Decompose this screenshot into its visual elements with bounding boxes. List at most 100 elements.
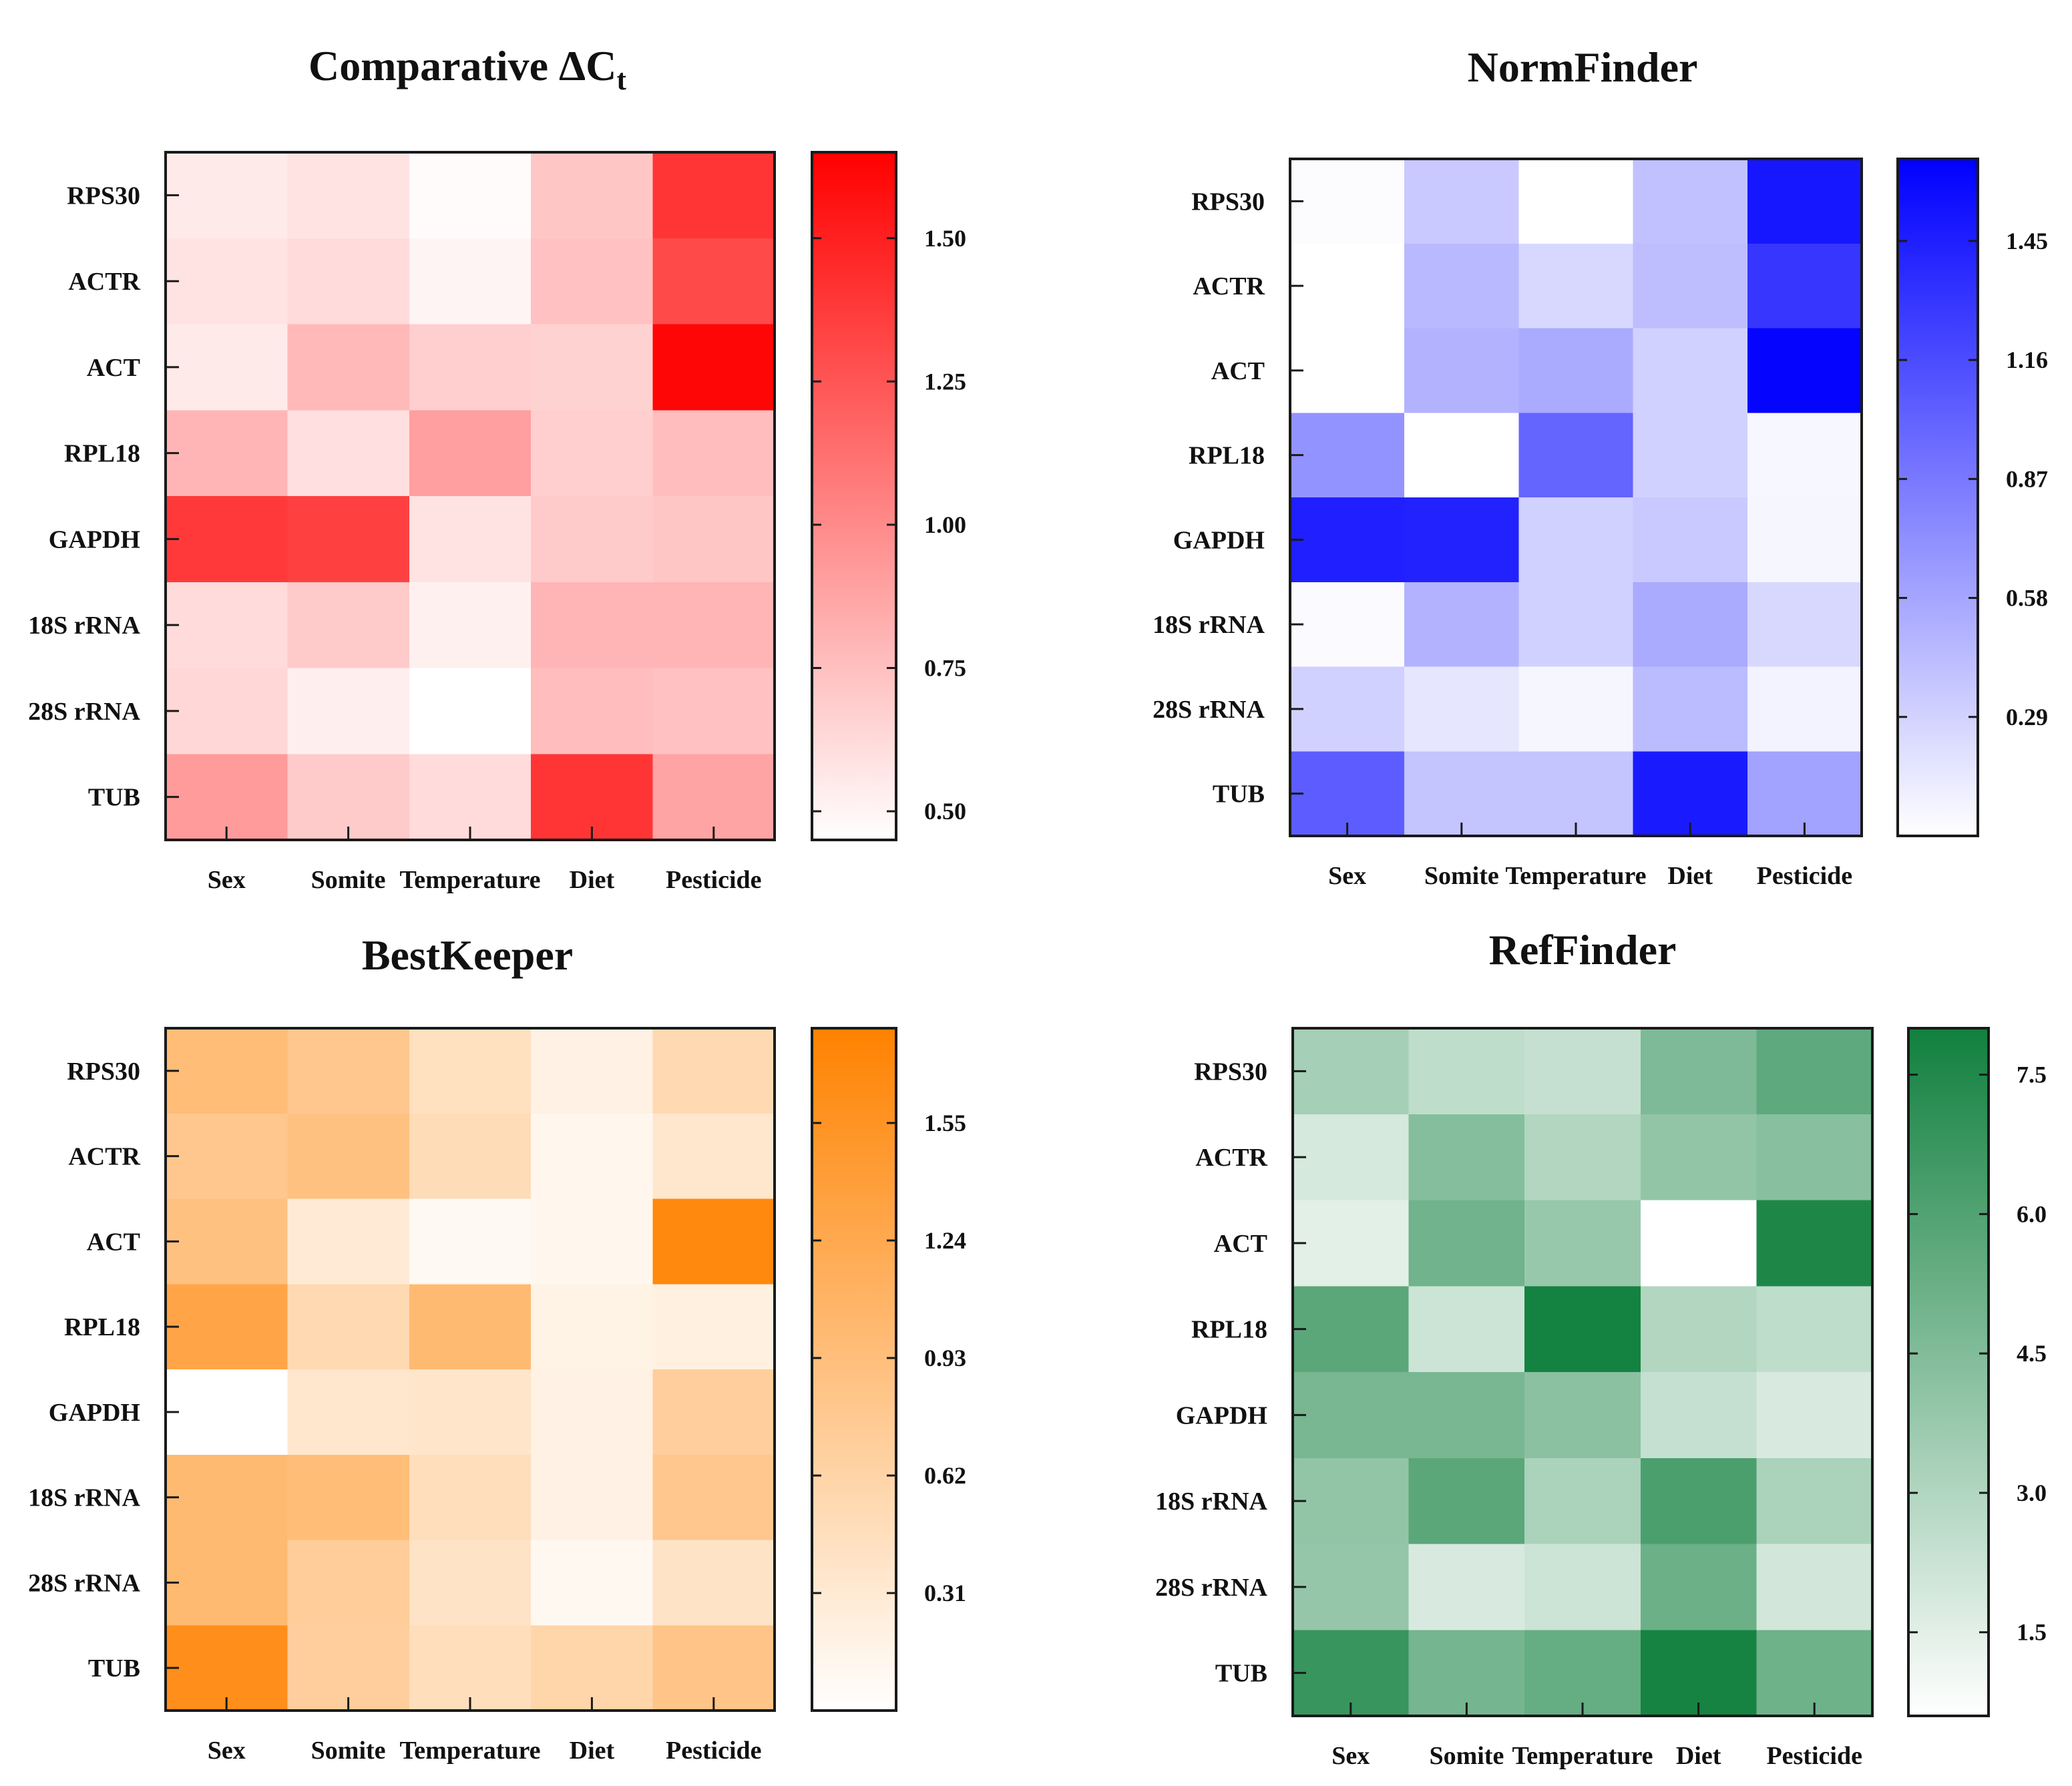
- heatmap-cell-gapdh-somite: [1404, 497, 1519, 583]
- heatmap-cell-gapdh-temperature: [1518, 497, 1634, 583]
- colorbar: [1896, 158, 1979, 837]
- heatmap-cell-gapdh-diet: [1640, 1372, 1757, 1459]
- heatmap-cell-gapdh-diet: [1633, 497, 1748, 583]
- heatmap-cell-rpl18-somite: [1408, 1286, 1525, 1373]
- column-label-pesticide: Pesticide: [666, 866, 762, 894]
- colorbar: [811, 1027, 897, 1712]
- row-label-act: ACT: [1214, 1230, 1267, 1258]
- heatmap-cell-tub-temperature: [409, 754, 532, 841]
- heatmap-cell-rps30-temperature: [1524, 1028, 1641, 1115]
- row-label-rpl18: RPL18: [64, 440, 140, 468]
- column-label-diet: Diet: [570, 1737, 615, 1765]
- heatmap-cell-28s-rrna-diet: [1640, 1544, 1757, 1630]
- heatmap-cell-tub-diet: [531, 754, 654, 841]
- row-label-actr: ACTR: [1195, 1144, 1267, 1172]
- heatmap-cell-tub-diet: [1640, 1630, 1757, 1717]
- heatmap-cell-actr-sex: [166, 238, 288, 325]
- heatmap-cell-gapdh-pesticide: [1747, 497, 1862, 583]
- heatmap-cell-rpl18-sex: [166, 1284, 288, 1370]
- heatmap-cell-18s-rrna-pesticide: [1756, 1458, 1873, 1545]
- column-label-sex: Sex: [208, 1737, 246, 1765]
- heatmap-cell-18s-rrna-somite: [1408, 1458, 1525, 1545]
- heatmap-cell-rpl18-sex: [1293, 1286, 1410, 1373]
- column-label-somite: Somite: [1424, 862, 1499, 890]
- heatmap-cell-tub-pesticide: [1747, 751, 1862, 837]
- heatmap-cell-18s-rrna-pesticide: [1747, 582, 1862, 668]
- colorbar-tick-label: 1.24: [924, 1227, 966, 1254]
- heatmap-cell-28s-rrna-sex: [166, 1540, 288, 1626]
- heatmap-cell-tub-somite: [1404, 751, 1519, 837]
- row-label-actr: ACTR: [1193, 272, 1265, 300]
- heatmap-cell-gapdh-somite: [287, 496, 410, 583]
- row-label-actr: ACTR: [68, 1143, 140, 1171]
- row-label-gapdh: GAPDH: [1173, 526, 1265, 554]
- heatmap-cell-tub-somite: [1408, 1630, 1525, 1717]
- column-label-pesticide: Pesticide: [666, 1737, 762, 1765]
- colorbar-tick-label: 0.62: [924, 1462, 966, 1489]
- colorbar-tick-label: 1.55: [924, 1110, 966, 1136]
- heatmap-cell-rps30-pesticide: [1747, 159, 1862, 244]
- heatmap-cell-actr-diet: [1633, 243, 1748, 329]
- heatmap-cell-act-sex: [1290, 328, 1405, 413]
- heatmap-cell-tub-pesticide: [1756, 1630, 1873, 1717]
- heatmap-cell-tub-temperature: [409, 1625, 532, 1711]
- column-label-somite: Somite: [311, 866, 386, 894]
- heatmap-cell-actr-somite: [287, 238, 410, 325]
- heatmap-cell-tub-somite: [287, 754, 410, 841]
- heatmap-cell-gapdh-sex: [166, 1369, 288, 1456]
- column-label-sex: Sex: [208, 866, 246, 894]
- heatmap-cell-18s-rrna-somite: [1404, 582, 1519, 668]
- column-label-temperature: Temperature: [1505, 862, 1646, 890]
- column-label-temperature: Temperature: [399, 1737, 540, 1765]
- heatmap-cell-rpl18-sex: [166, 410, 288, 497]
- heatmap-cell-actr-pesticide: [1747, 243, 1862, 329]
- heatmap-cell-18s-rrna-sex: [166, 1454, 288, 1541]
- heatmap-cell-18s-rrna-somite: [287, 582, 410, 669]
- heatmap-cell-18s-rrna-temperature: [1518, 582, 1634, 668]
- heatmap-cell-28s-rrna-pesticide: [1756, 1544, 1873, 1630]
- heatmap-cell-18s-rrna-pesticide: [652, 582, 775, 669]
- row-label-act: ACT: [87, 1228, 140, 1256]
- heatmap-cell-tub-diet: [531, 1625, 654, 1711]
- heatmap-cell-gapdh-pesticide: [652, 1369, 775, 1456]
- heatmap-cell-rps30-pesticide: [652, 1028, 775, 1114]
- colorbar-tick-label: 0.87: [2006, 465, 2048, 492]
- heatmap-cell-gapdh-temperature: [409, 496, 532, 583]
- heatmap-cell-actr-temperature: [1518, 243, 1634, 329]
- row-label-act: ACT: [1211, 357, 1265, 385]
- heatmap-cell-gapdh-diet: [531, 496, 654, 583]
- colorbar-tick-label: 1.16: [2006, 347, 2048, 373]
- heatmap-cell-act-somite: [287, 1198, 410, 1285]
- row-label-rps30: RPS30: [1191, 188, 1265, 216]
- row-label-gapdh: GAPDH: [49, 525, 140, 553]
- heatmap-cell-28s-rrna-temperature: [409, 668, 532, 754]
- heatmap-cell-act-pesticide: [652, 324, 775, 411]
- colorbar-tick-label: 0.29: [2006, 704, 2048, 730]
- heatmap-cell-act-pesticide: [1747, 328, 1862, 413]
- heatmap-cell-act-temperature: [1518, 328, 1634, 413]
- heatmap-cell-rps30-temperature: [1518, 159, 1634, 244]
- panel-reffinder: RefFinder RPS30 ACTR ACT RPL18 GAPDH 18S rRNA 2…: [1155, 926, 2047, 1770]
- heatmap-cell-28s-rrna-diet: [1633, 666, 1748, 752]
- heatmap-cell-rps30-somite: [287, 152, 410, 239]
- heatmap-cell-actr-diet: [531, 1113, 654, 1200]
- panel-title: NormFinder: [1468, 43, 1698, 91]
- row-label-act: ACT: [87, 354, 140, 382]
- heatmap-cell-actr-sex: [166, 1113, 288, 1200]
- column-label-diet: Diet: [1667, 862, 1713, 890]
- heatmap-cell-actr-diet: [1640, 1114, 1757, 1201]
- heatmap-cell-rps30-diet: [1640, 1028, 1757, 1115]
- heatmap-cell-18s-rrna-diet: [531, 582, 654, 669]
- row-label-gapdh: GAPDH: [1176, 1401, 1267, 1429]
- heatmap-cell-act-sex: [1293, 1200, 1410, 1287]
- heatmap-cell-28s-rrna-sex: [1293, 1544, 1410, 1630]
- heatmap-cell-rpl18-somite: [287, 1284, 410, 1370]
- heatmap-cell-tub-sex: [166, 1625, 288, 1711]
- row-label-gapdh: GAPDH: [49, 1399, 140, 1427]
- heatmap-cell-rpl18-diet: [531, 410, 654, 497]
- heatmap-cell-rps30-sex: [166, 1028, 288, 1114]
- row-label-tub: TUB: [88, 784, 140, 812]
- heatmap-cell-18s-rrna-sex: [1290, 582, 1405, 668]
- panel-normfinder: NormFinder RPS30 ACTR ACT RPL18 GAPDH 18S rRNA…: [1153, 43, 2048, 890]
- heatmap-cell-rps30-diet: [531, 152, 654, 239]
